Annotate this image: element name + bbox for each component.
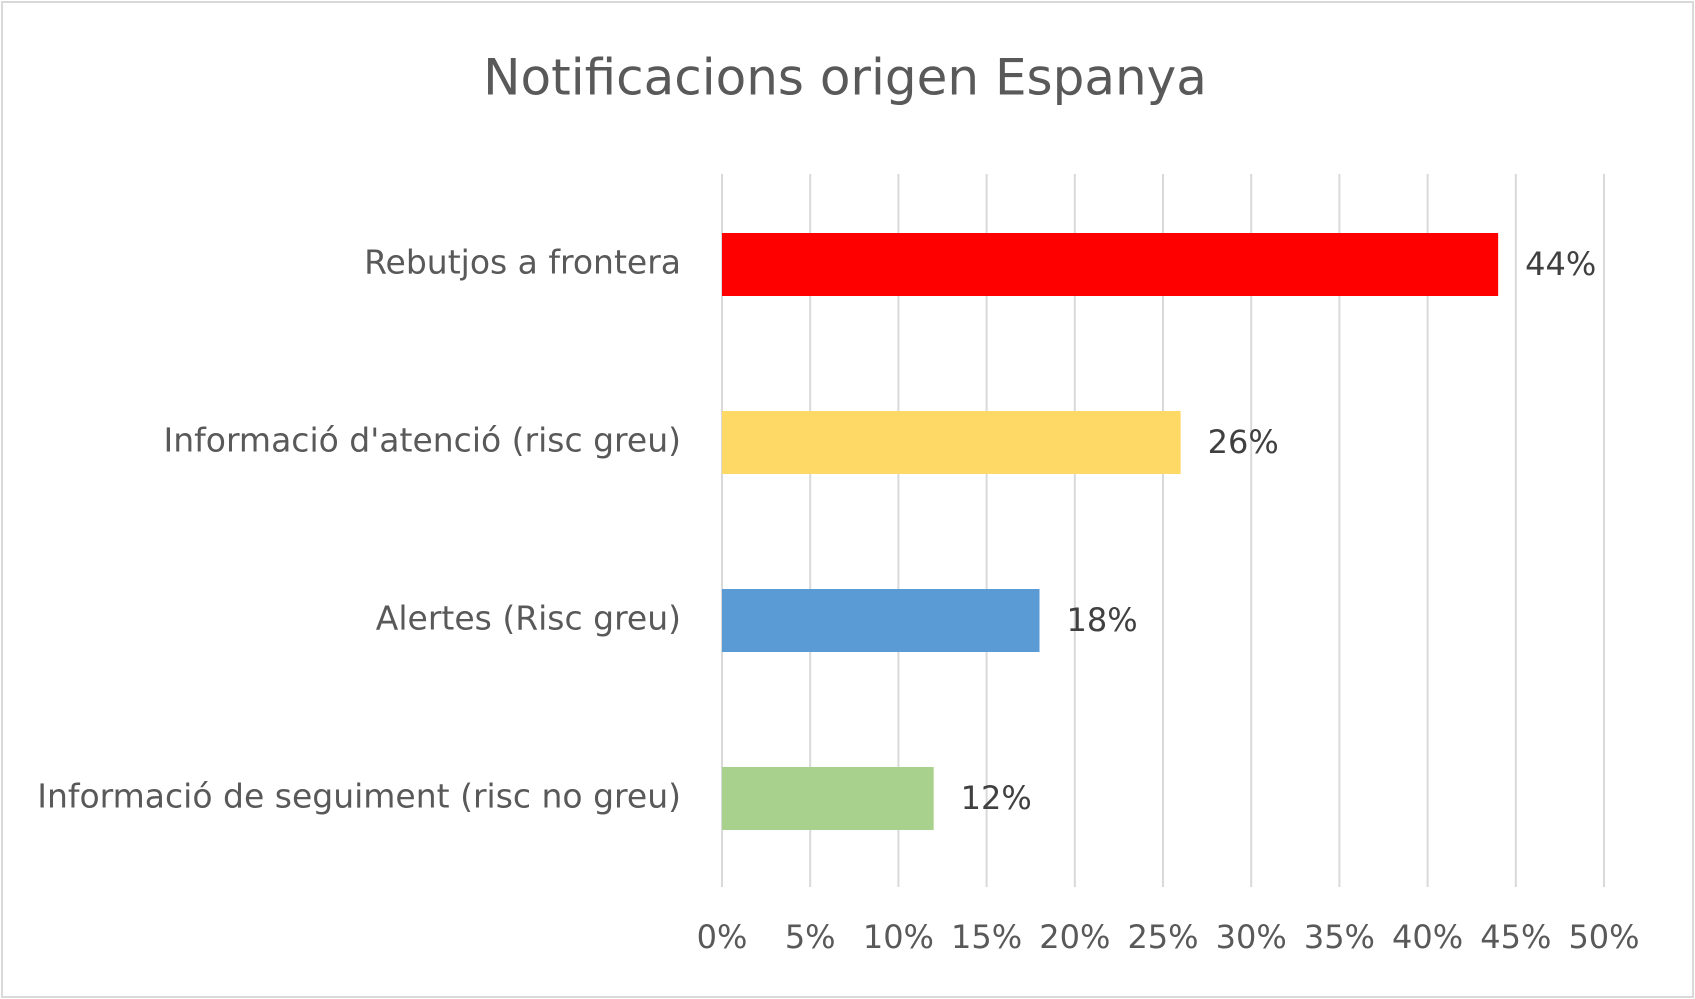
data-label: 18% (1067, 601, 1138, 639)
x-tick-label: 30% (1216, 918, 1287, 956)
x-tick-label: 25% (1127, 918, 1198, 956)
y-tick-label: Informació de seguiment (risc no greu) (37, 777, 681, 816)
x-tick-label: 10% (863, 918, 934, 956)
x-tick-label: 0% (697, 918, 748, 956)
chart-title: Notificacions origen Espanya (483, 49, 1207, 107)
x-tick-label: 35% (1304, 918, 1375, 956)
x-tick-label: 20% (1039, 918, 1110, 956)
data-label: 12% (961, 779, 1032, 817)
data-label: 44% (1525, 245, 1596, 283)
y-tick-label: Alertes (Risc greu) (376, 599, 681, 638)
bar (722, 411, 1181, 474)
bar (722, 233, 1499, 296)
x-tick-label: 40% (1392, 918, 1463, 956)
y-tick-label: Rebutjos a frontera (364, 243, 681, 282)
x-tick-label: 15% (951, 918, 1022, 956)
bar (722, 767, 934, 830)
x-tick-label: 5% (785, 918, 836, 956)
data-label: 26% (1208, 423, 1279, 461)
y-tick-label: Informació d'atenció (risc greu) (163, 421, 681, 460)
bar (722, 589, 1040, 652)
x-tick-label: 50% (1568, 918, 1639, 956)
x-tick-label: 45% (1480, 918, 1551, 956)
